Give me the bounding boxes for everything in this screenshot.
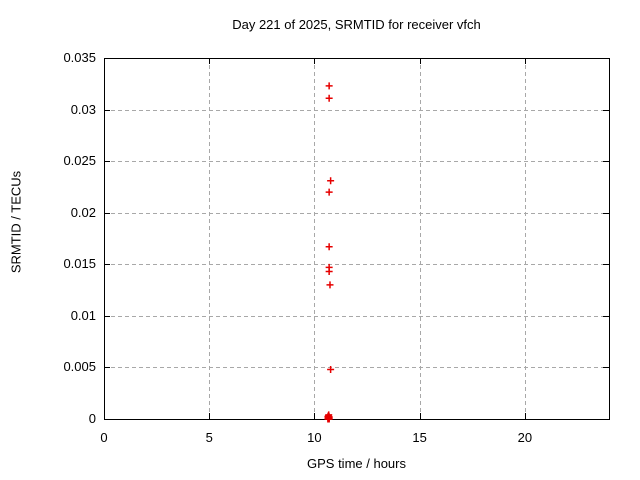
data-point-marker <box>325 268 333 276</box>
y-tick-label: 0.015 <box>63 256 96 272</box>
x-tick-label: 5 <box>205 430 213 445</box>
y-tick-label: 0.005 <box>63 359 96 375</box>
data-point-marker <box>325 243 333 251</box>
data-point-marker <box>325 188 333 196</box>
y-tick-label: 0 <box>88 411 96 426</box>
axis-ticks <box>104 58 609 420</box>
grid-lines <box>104 58 609 419</box>
data-point-marker <box>327 177 335 185</box>
y-tick-label: 0.035 <box>63 50 96 65</box>
plot-border <box>104 58 610 420</box>
data-point-marker <box>327 365 335 373</box>
y-tick-label: 0.03 <box>70 101 96 117</box>
data-point-marker <box>325 415 333 423</box>
x-axis-label: GPS time / hours <box>307 456 406 471</box>
data-point-marker <box>325 94 333 102</box>
y-tick-label: 0.01 <box>70 307 96 323</box>
x-tick-label: 20 <box>517 430 533 445</box>
data-point-marker <box>326 281 334 289</box>
y-tick-label: 0.025 <box>63 153 96 169</box>
chart-title: Day 221 of 2025, SRMTID for receiver vfc… <box>232 17 481 32</box>
data-point-marker <box>325 82 333 90</box>
y-tick-label: 0.02 <box>70 204 96 220</box>
data-points <box>324 82 335 423</box>
x-tick-label: 15 <box>412 430 427 445</box>
x-tick-label: 0 <box>100 430 108 445</box>
x-tick-label: 10 <box>307 430 322 445</box>
